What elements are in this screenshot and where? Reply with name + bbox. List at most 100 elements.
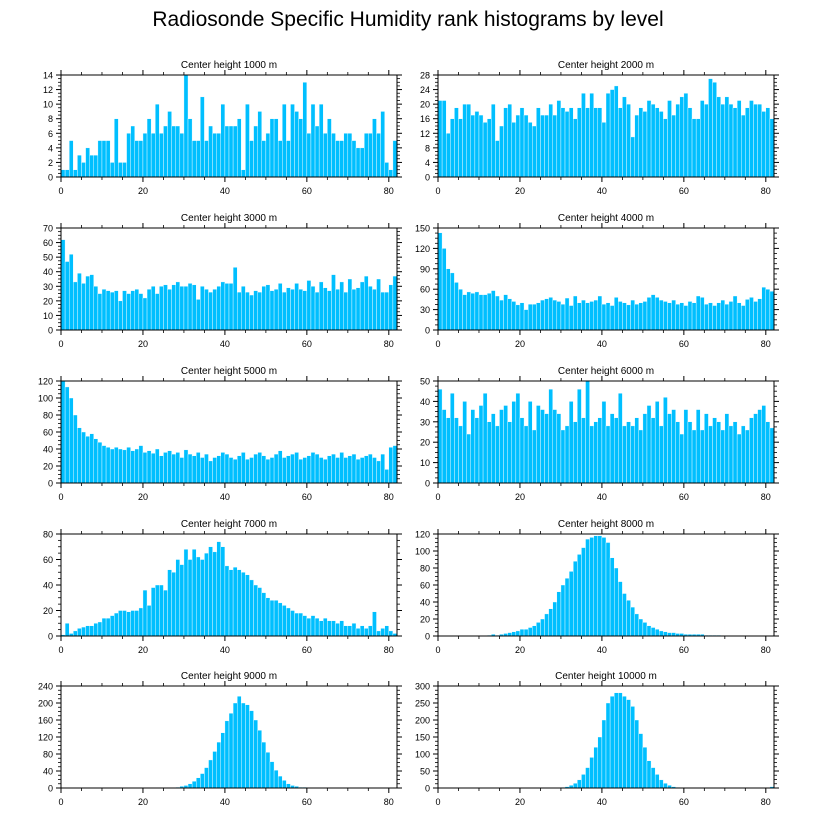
histogram-bar xyxy=(73,169,78,178)
histogram-bar xyxy=(257,587,262,637)
histogram-bar xyxy=(544,413,549,484)
histogram-bar xyxy=(581,547,586,637)
y-tick-label: 0 xyxy=(425,326,430,336)
histogram-bar xyxy=(585,302,590,331)
histogram-bar xyxy=(650,767,656,789)
histogram-bar xyxy=(384,291,390,331)
histogram-bar xyxy=(253,719,258,789)
histogram-bar xyxy=(126,133,131,178)
histogram-bar xyxy=(597,295,603,331)
histogram-bar xyxy=(392,140,398,178)
histogram-bar xyxy=(654,629,660,637)
histogram-bar xyxy=(736,100,742,178)
y-tick-label: 12 xyxy=(420,129,430,139)
histogram-bar xyxy=(265,133,271,178)
histogram-bar xyxy=(236,569,242,637)
histogram-bar xyxy=(482,122,488,178)
histogram-bar xyxy=(97,293,103,331)
y-tick-label: 100 xyxy=(415,750,430,760)
histogram-bar xyxy=(126,293,131,331)
panel-title: Center height 9000 m xyxy=(181,671,277,682)
histogram-bar xyxy=(470,114,476,178)
histogram-bar xyxy=(560,107,566,178)
histogram-bar xyxy=(650,103,656,178)
histogram-bar xyxy=(532,303,537,331)
x-tick-label: 60 xyxy=(302,492,312,502)
histogram-bar xyxy=(171,125,176,178)
y-tick-label: 0 xyxy=(425,479,430,489)
histogram-bar xyxy=(236,118,242,178)
histogram-bar xyxy=(609,413,615,484)
histogram-bar xyxy=(585,538,590,637)
y-tick-label: 40 xyxy=(420,397,430,407)
histogram-bar xyxy=(187,783,193,789)
histogram-bar xyxy=(527,303,533,331)
histogram-bar xyxy=(323,133,328,178)
histogram-bar xyxy=(552,299,558,331)
histogram-bar xyxy=(548,103,553,178)
histogram-bar xyxy=(364,275,369,331)
histogram-bar xyxy=(122,162,127,178)
x-tick-label: 60 xyxy=(679,797,689,807)
histogram-bar xyxy=(769,291,775,331)
histogram-bar xyxy=(73,281,78,331)
histogram-bar xyxy=(224,125,230,178)
histogram-bar xyxy=(294,283,299,331)
histogram-bar xyxy=(282,780,287,789)
histogram-bar xyxy=(482,393,488,484)
histogram-bar xyxy=(507,103,512,178)
histogram-bar xyxy=(622,696,627,789)
x-tick-label: 0 xyxy=(58,339,63,349)
y-tick-label: 40 xyxy=(43,445,53,455)
histogram-bar xyxy=(359,281,365,331)
histogram-bar xyxy=(376,630,381,637)
histogram-bar xyxy=(187,559,193,637)
histogram-bar xyxy=(605,542,611,637)
histogram-bar xyxy=(81,431,86,484)
panel-title: Center height 3000 m xyxy=(181,213,277,224)
histogram-bar xyxy=(142,297,148,331)
histogram-bar xyxy=(351,623,357,637)
histogram-bar xyxy=(445,268,451,331)
histogram-bar xyxy=(89,154,94,178)
y-tick-label: 50 xyxy=(43,253,53,263)
histogram-bar xyxy=(683,409,689,484)
histogram-bar xyxy=(204,767,209,789)
histogram-bar xyxy=(622,593,627,637)
histogram-bar xyxy=(515,114,521,178)
histogram-bar xyxy=(491,290,496,331)
histogram-bar xyxy=(89,625,94,637)
histogram-bar xyxy=(216,133,222,178)
histogram-bar xyxy=(269,600,275,637)
histogram-bar xyxy=(568,571,574,637)
histogram-bar xyxy=(245,459,250,484)
histogram-bar xyxy=(269,761,275,789)
histogram-bar xyxy=(732,295,738,331)
histogram-bar xyxy=(458,425,463,484)
histogram-bar xyxy=(753,413,758,484)
histogram-bar xyxy=(560,303,566,331)
histogram-bar xyxy=(167,450,172,484)
panel-title: Center height 6000 m xyxy=(558,366,654,377)
histogram-bar xyxy=(257,730,262,789)
histogram-bar xyxy=(302,457,308,484)
histogram-bar xyxy=(191,140,197,178)
histogram-bar xyxy=(708,302,713,331)
y-tick-label: 14 xyxy=(43,71,53,81)
histogram-bar xyxy=(675,303,680,331)
histogram-bar xyxy=(306,280,312,331)
histogram-bar xyxy=(134,140,140,178)
histogram-bar xyxy=(249,294,254,331)
histogram-bar xyxy=(150,133,156,178)
x-tick-label: 40 xyxy=(220,645,230,655)
y-tick-label: 200 xyxy=(415,716,430,726)
histogram-bar xyxy=(196,299,201,331)
x-tick-label: 80 xyxy=(761,645,771,655)
x-tick-label: 0 xyxy=(58,186,63,196)
histogram-bar xyxy=(704,303,709,331)
histogram-bar xyxy=(212,133,217,178)
y-tick-label: 20 xyxy=(43,606,53,616)
histogram-bar xyxy=(761,286,767,331)
y-tick-label: 24 xyxy=(420,85,430,95)
histogram-bar xyxy=(388,284,394,331)
